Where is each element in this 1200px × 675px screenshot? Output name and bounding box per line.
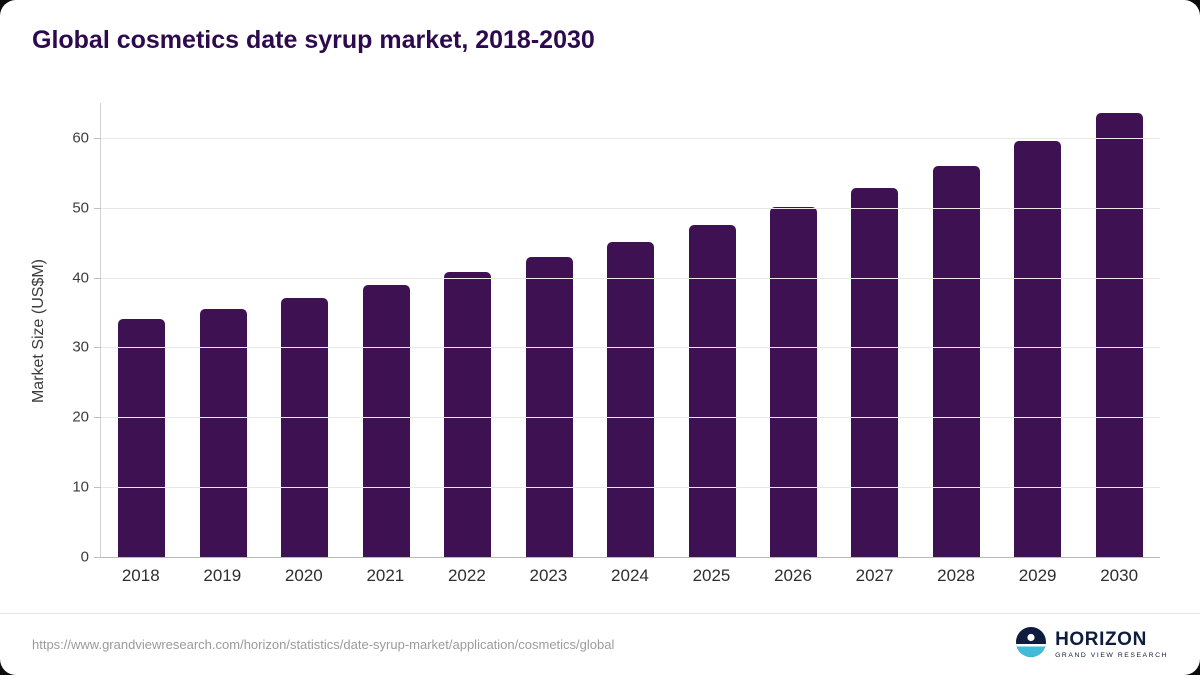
y-tick-mark xyxy=(94,347,101,349)
page-title: Global cosmetics date syrup market, 2018… xyxy=(32,26,595,54)
bar-slot-2018 xyxy=(101,103,182,557)
horizon-logo-icon xyxy=(1016,627,1047,662)
bar-slot-2024 xyxy=(590,103,671,557)
y-tick-mark xyxy=(94,137,101,139)
x-tick-label-2023: 2023 xyxy=(529,566,568,585)
y-tick-label: 30 xyxy=(72,338,89,356)
horizon-logo-text: HORIZON GRAND VIEW RESEARCH xyxy=(1055,630,1168,659)
bar-2028 xyxy=(932,165,980,557)
x-tick-label-2030: 2030 xyxy=(1100,566,1139,585)
logo-subtitle: GRAND VIEW RESEARCH xyxy=(1055,652,1168,659)
x-tick-label-2027: 2027 xyxy=(855,566,894,585)
source-url: https://www.grandviewresearch.com/horizo… xyxy=(32,637,615,652)
y-axis-label: Market Size (US$M) xyxy=(28,103,50,558)
gridline xyxy=(101,417,1160,419)
bar-2020 xyxy=(281,297,329,557)
x-axis-tick-labels: 2018 2019 2020 2021 2022 2023 2024 2025 2026 2027… xyxy=(100,566,1160,586)
x-tick-label-2020: 2020 xyxy=(284,566,323,585)
x-tick-label-2029: 2029 xyxy=(1018,566,1057,585)
gridline xyxy=(101,277,1160,279)
bar-2021 xyxy=(362,284,410,557)
bar-slot-2029 xyxy=(997,103,1078,557)
bar-2026 xyxy=(769,207,817,557)
bar-slot-2025 xyxy=(671,103,752,557)
bar-slot-2023 xyxy=(508,103,589,557)
y-tick-mark xyxy=(94,207,101,209)
y-tick-label: 20 xyxy=(72,408,89,426)
bar-2027 xyxy=(851,187,899,557)
plot-area: 0 10 20 30 40 50 60 xyxy=(72,103,1160,566)
bar-slot-2021 xyxy=(345,103,426,557)
y-tick-label: 0 xyxy=(80,548,89,566)
horizon-logo: HORIZON GRAND VIEW RESEARCH xyxy=(1016,627,1168,662)
logo-name: HORIZON xyxy=(1055,629,1147,650)
bar-2029 xyxy=(1014,141,1062,557)
bar-2025 xyxy=(688,225,736,557)
bar-2024 xyxy=(607,242,655,557)
x-tick-label-2025: 2025 xyxy=(692,566,731,585)
x-tick-label-2021: 2021 xyxy=(366,566,405,585)
footer: https://www.grandviewresearch.com/horizo… xyxy=(0,613,1200,675)
bar-slot-2026 xyxy=(753,103,834,557)
bar-2019 xyxy=(199,309,247,557)
y-tick-mark xyxy=(94,557,101,558)
y-tick-label: 40 xyxy=(72,269,89,287)
bar-2022 xyxy=(444,272,492,557)
bar-slot-2019 xyxy=(182,103,263,557)
bar-2018 xyxy=(118,318,166,557)
x-tick-label-2019: 2019 xyxy=(203,566,242,585)
x-tick-label-2028: 2028 xyxy=(937,566,975,585)
y-tick-mark xyxy=(94,487,101,489)
gridline xyxy=(101,137,1160,139)
bar-slot-2022 xyxy=(427,103,508,557)
bar-chart: Market Size (US$M) 0 10 20 30 40 50 60 xyxy=(30,103,1160,566)
y-tick-mark xyxy=(94,417,101,419)
gridline xyxy=(101,347,1160,349)
y-tick-label: 10 xyxy=(72,478,89,496)
bars-container xyxy=(101,103,1160,557)
bar-2030 xyxy=(1095,113,1143,557)
bar-2023 xyxy=(525,257,573,557)
bar-slot-2020 xyxy=(264,103,345,557)
y-axis-label-text: Market Size (US$M) xyxy=(30,258,47,403)
gridline xyxy=(101,487,1160,489)
bar-slot-2027 xyxy=(834,103,915,557)
x-tick-label-2018: 2018 xyxy=(121,566,160,585)
y-tick-label: 60 xyxy=(72,129,89,147)
gridline xyxy=(101,207,1160,209)
bar-slot-2030 xyxy=(1079,103,1160,557)
x-tick-label-2024: 2024 xyxy=(611,566,649,585)
y-tick-label: 50 xyxy=(72,199,89,217)
bar-slot-2028 xyxy=(916,103,997,557)
x-tick-label-2022: 2022 xyxy=(447,566,486,585)
y-tick-mark xyxy=(94,277,101,279)
x-tick-label-2026: 2026 xyxy=(774,566,812,585)
